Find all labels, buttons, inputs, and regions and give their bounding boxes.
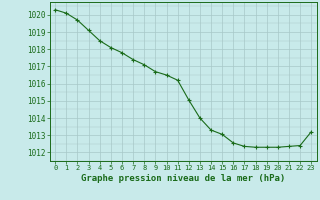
X-axis label: Graphe pression niveau de la mer (hPa): Graphe pression niveau de la mer (hPa) [81,174,285,183]
